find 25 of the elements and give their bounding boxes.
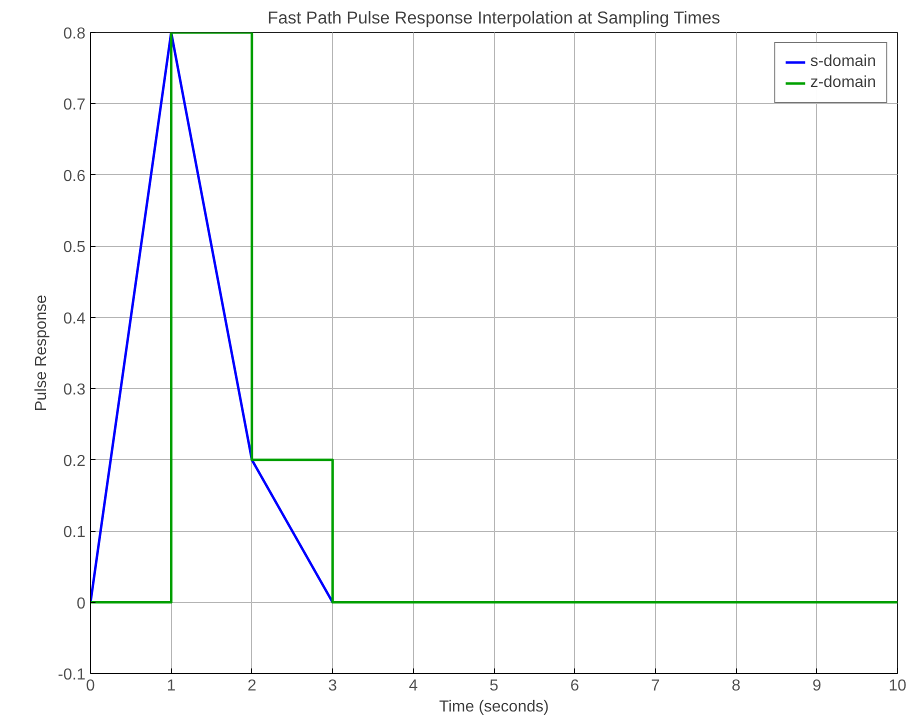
y-tick-label: 0.2 <box>63 452 86 470</box>
x-tick-label: 9 <box>812 678 822 694</box>
y-tick-label: 0.8 <box>63 26 86 42</box>
y-tick-label: 0.1 <box>63 524 86 542</box>
legend-label: z-domain <box>810 74 876 92</box>
x-tick-label: 2 <box>247 678 256 694</box>
y-tick-label: 0.4 <box>63 310 86 328</box>
y-tick-label: -0.1 <box>58 666 86 684</box>
y-tick-label: 0.3 <box>63 382 86 399</box>
legend-label: s-domain <box>810 53 876 71</box>
y-tick-label: 0.6 <box>63 168 86 185</box>
x-tick-label: 1 <box>166 678 176 694</box>
y-tick-label: 0 <box>76 595 86 612</box>
y-tick-label: 0.7 <box>63 96 86 114</box>
x-tick-label: 4 <box>408 678 418 694</box>
x-tick-label: 5 <box>490 678 499 694</box>
y-tick-label: 0.5 <box>63 239 86 256</box>
y-axis-title: Pulse Response <box>32 294 50 412</box>
x-tick-label: 3 <box>328 678 338 694</box>
x-tick-label: 7 <box>650 678 660 694</box>
x-tick-label: 8 <box>732 678 741 694</box>
chart-title: Fast Path Pulse Response Interpolation at Sampling Times <box>267 8 721 28</box>
x-tick-label: 6 <box>570 678 580 694</box>
x-tick-label: 10 <box>888 678 906 694</box>
x-axis-title: Time (seconds) <box>439 698 549 716</box>
